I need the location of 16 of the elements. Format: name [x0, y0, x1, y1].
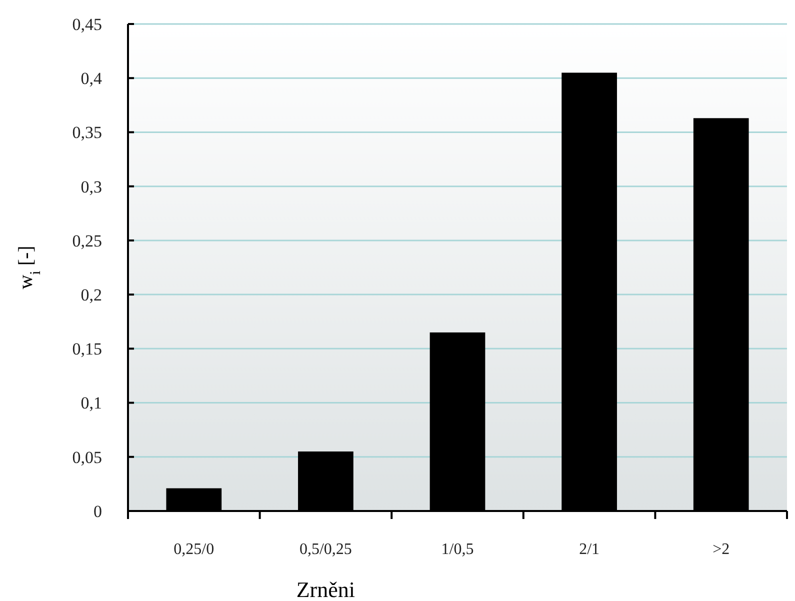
x-tick-label: 1/0,5 [441, 541, 474, 558]
x-axis-title: Zrněni [296, 577, 356, 601]
x-tick-label: 0,5/0,25 [299, 541, 352, 558]
x-tick-label: 0,25/0 [174, 541, 214, 558]
y-tick-label: 0 [94, 502, 102, 521]
y-tick-label: 0,35 [72, 123, 102, 142]
y-tick-label: 0,4 [80, 69, 102, 88]
x-tick-label: >2 [712, 541, 730, 558]
y-tick-label: 0,3 [80, 177, 102, 196]
y-tick-label: 0,45 [72, 14, 102, 34]
x-tick-label: 2/1 [579, 541, 600, 558]
y-tick-label: 0,2 [80, 286, 102, 305]
y-tick-label: 0,05 [72, 448, 102, 467]
y-tick-label: 0,1 [80, 394, 102, 413]
y-tick-label: 0,15 [72, 340, 102, 359]
y-tick-label: 0,25 [72, 231, 102, 250]
